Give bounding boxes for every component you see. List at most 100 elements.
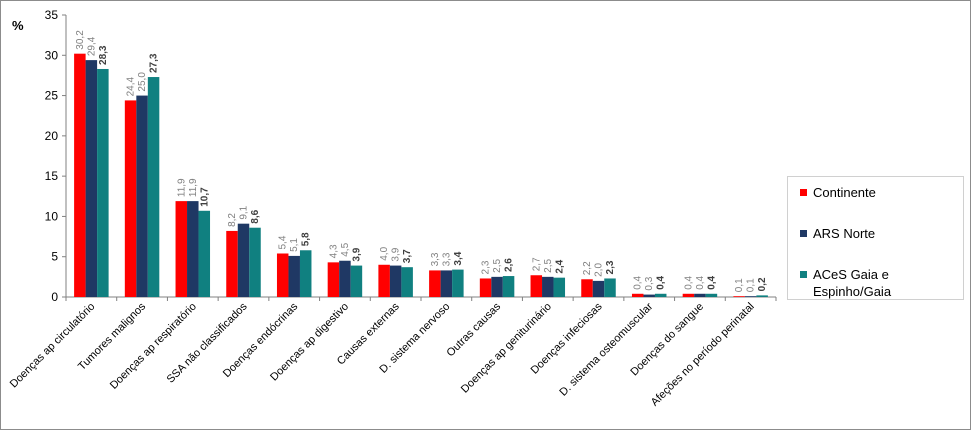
bar-1-4	[288, 255, 300, 297]
data-label: 9,1	[239, 205, 250, 219]
data-label: 0,4	[706, 275, 717, 289]
bar-1-12	[694, 293, 706, 297]
bar-2-2	[198, 210, 211, 297]
bar-1-13	[744, 296, 757, 297]
data-label: 0,2	[757, 277, 768, 291]
data-label: 8,2	[227, 213, 238, 227]
data-label: 5,1	[289, 238, 300, 252]
y-tick-label: 15	[45, 169, 59, 183]
bar-0-9	[530, 275, 543, 297]
y-tick-label: 10	[45, 209, 59, 223]
bar-2-11	[654, 293, 667, 297]
bar-1-3	[237, 223, 250, 297]
bar-2-10	[604, 278, 616, 297]
bar-1-2	[187, 201, 199, 297]
data-label: 2,0	[594, 263, 605, 277]
bar-2-3	[249, 227, 261, 297]
bar-1-0	[85, 60, 98, 298]
bar-0-10	[581, 279, 593, 297]
data-label: 4,0	[379, 246, 390, 260]
bar-2-8	[502, 276, 515, 297]
data-label: 4,3	[328, 244, 339, 258]
y-axis-label: %	[12, 18, 24, 33]
data-label: 11,9	[176, 178, 187, 197]
bar-2-7	[452, 269, 464, 297]
data-label: 3,9	[391, 247, 402, 261]
bar-0-12	[682, 293, 695, 297]
data-label: 0,4	[633, 275, 644, 289]
x-tick-label: Afeções no período perinatal	[649, 301, 757, 409]
data-label: 0,4	[656, 275, 667, 289]
legend-label-continente: Continente	[813, 185, 876, 200]
bar-0-4	[276, 253, 289, 297]
data-label: 2,2	[582, 261, 593, 275]
data-label: 2,3	[481, 260, 492, 274]
bar-2-12	[705, 293, 718, 297]
y-tick-label: 0	[51, 290, 58, 304]
bar-2-4	[299, 250, 312, 297]
legend-swatch-ars-norte	[800, 230, 807, 237]
bar-1-9	[542, 276, 554, 297]
data-label: 10,7	[199, 187, 210, 207]
x-tick-label: Doenças ap circulatório	[8, 301, 98, 391]
data-label: 3,7	[402, 249, 413, 263]
legend-swatch-aces-gaia	[800, 271, 807, 278]
data-label: 3,3	[441, 252, 452, 266]
bar-2-1	[147, 77, 160, 297]
data-label: 3,3	[430, 252, 441, 266]
bar-2-6	[401, 267, 413, 297]
bar-0-2	[175, 201, 188, 297]
data-label: 2,3	[605, 260, 616, 274]
data-label: 30,2	[75, 30, 86, 50]
x-tick-label: D. sistema osteomuscular	[557, 300, 655, 398]
legend-label-ars-norte: ARS Norte	[813, 226, 876, 241]
data-label: 24,4	[126, 77, 137, 97]
bar-0-3	[226, 230, 238, 297]
bar-0-8	[479, 278, 492, 297]
bar-1-10	[592, 280, 605, 297]
bar-1-5	[339, 260, 351, 297]
data-label: 2,7	[531, 257, 542, 271]
x-tick-label: Doenças ap geniturinário	[459, 301, 554, 396]
data-label: 25,0	[137, 72, 148, 92]
bar-1-7	[440, 270, 453, 297]
legend-swatch-continente	[800, 189, 807, 196]
y-tick-label: 30	[45, 48, 59, 62]
bar-1-6	[389, 265, 402, 297]
bar-2-13	[756, 295, 768, 297]
bar-0-7	[429, 270, 441, 297]
y-tick-label: 25	[45, 89, 59, 103]
data-label: 2,6	[504, 258, 515, 272]
data-label: 0,4	[695, 275, 706, 289]
bar-1-11	[643, 294, 655, 297]
bar-0-11	[631, 293, 644, 297]
data-label: 27,3	[149, 53, 160, 73]
data-label: 2,5	[543, 259, 554, 273]
bar-2-5	[350, 265, 363, 297]
data-label: 2,4	[554, 259, 565, 273]
data-label: 0,3	[644, 276, 655, 290]
legend-label-aces-gaia: ACeS Gaia e Espinho/Gaia	[813, 267, 892, 299]
data-label: 3,4	[453, 251, 464, 265]
data-label: 5,8	[301, 232, 312, 246]
y-tick-label: 20	[45, 129, 59, 143]
data-label: 3,9	[351, 247, 362, 261]
data-label: 0,1	[734, 278, 745, 292]
data-label: 0,4	[683, 275, 694, 289]
data-label: 0,1	[746, 278, 757, 292]
data-label: 29,4	[86, 36, 97, 56]
data-label: 11,9	[188, 178, 199, 197]
bar-0-13	[733, 296, 745, 297]
bar-1-1	[136, 95, 148, 297]
data-label: 28,3	[98, 45, 109, 65]
y-tick-label: 5	[51, 250, 58, 264]
bar-0-0	[74, 53, 86, 297]
bar-0-5	[327, 262, 340, 297]
legend: Continente ARS Norte ACeS Gaia e Espinho…	[787, 176, 964, 300]
data-label: 8,6	[250, 209, 261, 223]
bar-2-0	[97, 68, 109, 298]
data-label: 2,5	[492, 259, 503, 273]
data-label: 5,4	[278, 235, 289, 249]
bar-1-8	[491, 276, 503, 297]
x-tick-label: Doenças ap respiratório	[108, 301, 199, 392]
